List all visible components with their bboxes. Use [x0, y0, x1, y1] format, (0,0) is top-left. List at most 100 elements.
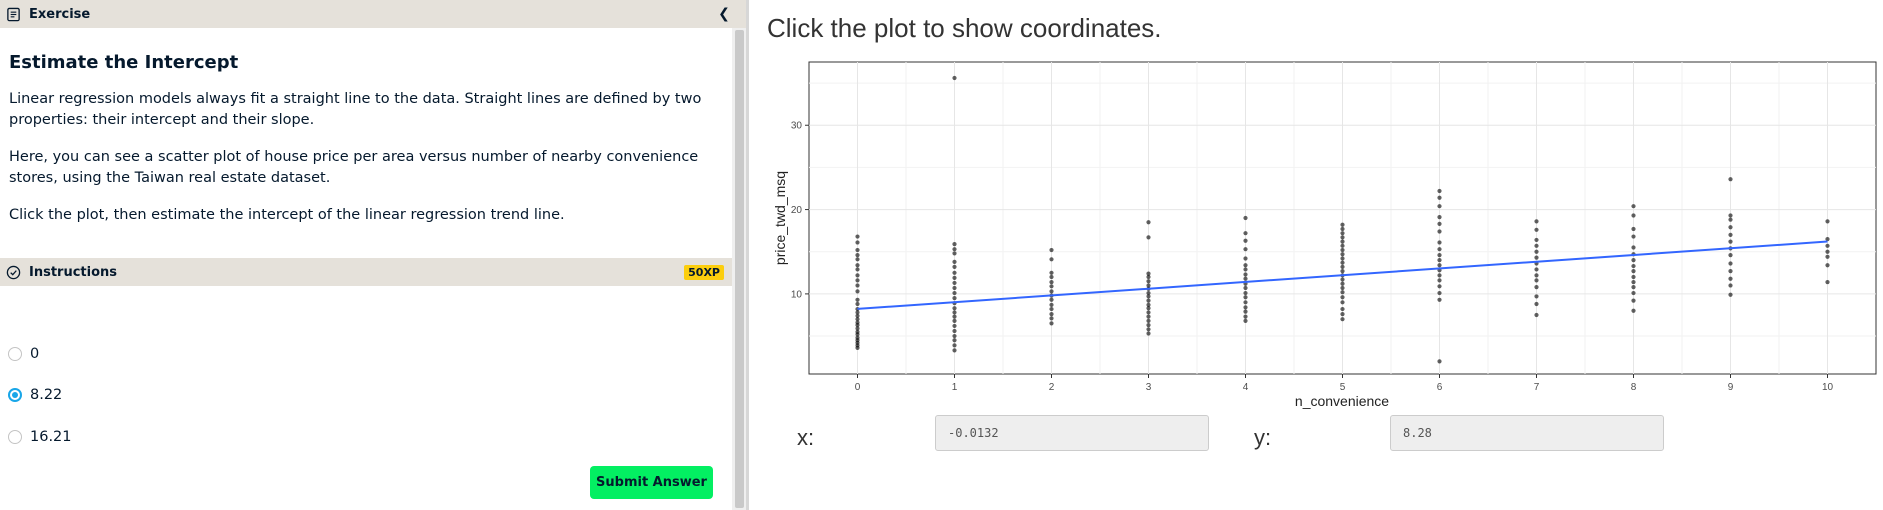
data-point — [952, 296, 957, 301]
data-point — [1243, 272, 1248, 277]
answer-option[interactable]: 16.21 — [8, 427, 72, 447]
answer-option-label: 16.21 — [30, 429, 72, 445]
data-point — [1437, 278, 1442, 283]
data-point — [855, 253, 860, 258]
data-point — [1631, 245, 1636, 250]
data-point — [1146, 279, 1151, 284]
data-point — [1049, 289, 1054, 294]
data-point — [1146, 331, 1151, 336]
data-point — [1728, 239, 1733, 244]
data-point — [1437, 297, 1442, 302]
data-point — [1049, 321, 1054, 326]
data-point — [1728, 261, 1733, 266]
data-point — [1437, 240, 1442, 245]
data-point — [1340, 256, 1345, 261]
data-point — [952, 328, 957, 334]
data-point — [855, 240, 860, 245]
x-tick-label: 7 — [1534, 382, 1540, 393]
data-point — [1340, 260, 1345, 265]
data-point — [1437, 195, 1442, 200]
data-point — [1340, 231, 1345, 236]
data-point — [1825, 249, 1830, 254]
data-point — [1631, 226, 1636, 232]
data-point — [1243, 276, 1248, 281]
data-point — [1631, 308, 1636, 313]
panel-divider[interactable] — [746, 0, 749, 510]
document-icon — [7, 7, 20, 21]
data-point — [855, 326, 860, 331]
chevron-left-icon[interactable]: ❮ — [718, 6, 730, 22]
data-point — [1340, 306, 1345, 312]
data-point — [1437, 253, 1442, 258]
data-point — [855, 257, 860, 262]
data-point — [1437, 263, 1442, 268]
data-point — [1340, 312, 1345, 317]
submit-answer-button[interactable]: Submit Answer — [590, 466, 713, 499]
plot-panel: Click the plot to show coordinates. 0 1 2 3… — [749, 0, 1883, 510]
data-point — [855, 317, 860, 322]
exercise-header: Exercise ❮ — [0, 0, 746, 28]
data-point — [1243, 290, 1248, 296]
data-point — [1534, 301, 1539, 307]
data-point — [1437, 258, 1442, 263]
scatter-plot[interactable]: 0 1 2 3 4 5 6 7 8 9 10 10 20 30 n_convenience price_… — [749, 0, 1883, 415]
data-point — [1728, 269, 1733, 274]
data-point — [855, 283, 860, 288]
data-point — [1534, 278, 1539, 283]
x-coordinate-field: -0.0132 — [935, 415, 1209, 451]
x-tick-label: 10 — [1822, 382, 1834, 393]
data-point — [1534, 312, 1539, 318]
y-tick-label: 30 — [791, 121, 803, 132]
answer-option[interactable]: 8.22 — [8, 385, 62, 405]
data-point — [1340, 222, 1345, 227]
data-point — [1340, 239, 1345, 244]
data-point — [855, 278, 860, 283]
data-point — [1243, 263, 1248, 268]
scrollbar-thumb[interactable] — [735, 30, 744, 508]
data-point — [1534, 243, 1539, 248]
data-point — [1243, 305, 1248, 310]
data-point — [1437, 215, 1442, 220]
data-point — [1631, 213, 1636, 218]
data-point — [1534, 294, 1539, 299]
data-point — [855, 289, 860, 294]
data-point — [1243, 231, 1248, 236]
data-point — [1437, 188, 1442, 194]
data-point — [1049, 316, 1054, 321]
data-point — [952, 318, 957, 323]
plot-heading: Click the plot to show coordinates. — [767, 13, 1162, 43]
data-point — [855, 329, 860, 334]
data-point — [1340, 243, 1345, 248]
data-point — [1340, 295, 1345, 300]
data-point — [952, 333, 957, 339]
x-tick-label: 5 — [1340, 382, 1346, 393]
data-point — [1243, 247, 1248, 252]
data-point — [1534, 227, 1539, 232]
data-point — [1340, 317, 1345, 322]
data-point — [855, 273, 860, 278]
data-point — [1631, 285, 1636, 290]
data-point — [855, 297, 860, 302]
data-point — [1340, 252, 1345, 257]
data-point — [1146, 271, 1151, 276]
radio-button-selected[interactable] — [8, 388, 22, 402]
exercise-title: Estimate the Intercept — [9, 52, 239, 73]
panel-scrollbar[interactable] — [732, 28, 746, 510]
data-point — [1049, 284, 1054, 289]
exercise-header-label: Exercise — [29, 6, 91, 22]
data-point — [1728, 276, 1733, 281]
data-point — [1825, 279, 1830, 285]
x-tick-label: 9 — [1728, 382, 1734, 393]
radio-button[interactable] — [8, 347, 22, 361]
exercise-paragraph: Linear regression models always fit a st… — [9, 91, 702, 128]
x-tick-label: 4 — [1243, 382, 1249, 393]
answer-option[interactable]: 0 — [8, 344, 39, 364]
check-circle-icon — [6, 265, 21, 279]
radio-button[interactable] — [8, 430, 22, 444]
data-points — [855, 75, 1830, 364]
data-point — [855, 310, 860, 315]
data-point — [952, 323, 957, 329]
data-point — [1437, 273, 1442, 278]
data-point — [1534, 237, 1539, 243]
data-point — [1243, 238, 1248, 243]
